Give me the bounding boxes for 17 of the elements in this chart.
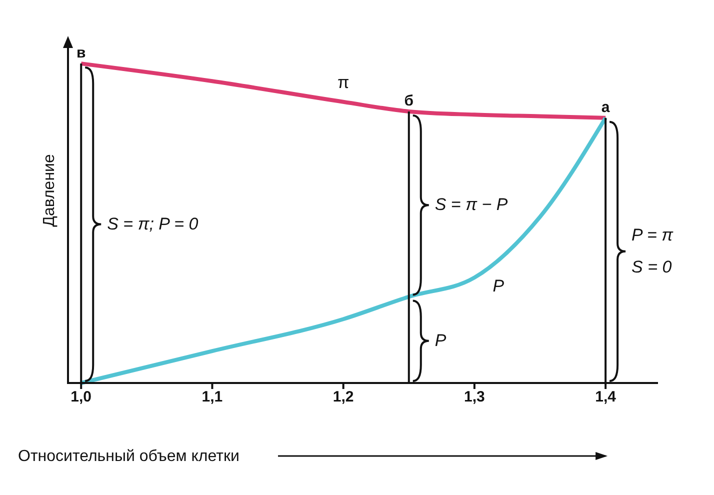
ref-line-label: а (601, 98, 610, 116)
x-tick-label: 1,4 (595, 388, 617, 406)
x-tick-label: 1,2 (332, 388, 354, 406)
annotation: S = π − P (434, 195, 508, 214)
annotation: P = π (632, 225, 674, 244)
x-axis-title: Относительный объем клетки (18, 448, 240, 465)
ref-line-label: б (404, 92, 414, 110)
y-axis-title: Давление (41, 154, 58, 227)
annotation: S = 0 (632, 257, 672, 276)
series-label: π (337, 72, 350, 92)
x-tick-label: 1,1 (202, 388, 223, 406)
series-label: P (492, 276, 505, 296)
annotation: S = π; P = 0 (107, 214, 199, 234)
x-tick-label: 1,3 (464, 388, 485, 406)
x-tick-label: 1,0 (70, 388, 92, 406)
ref-line-label: в (76, 44, 86, 62)
annotation: P (434, 330, 447, 350)
